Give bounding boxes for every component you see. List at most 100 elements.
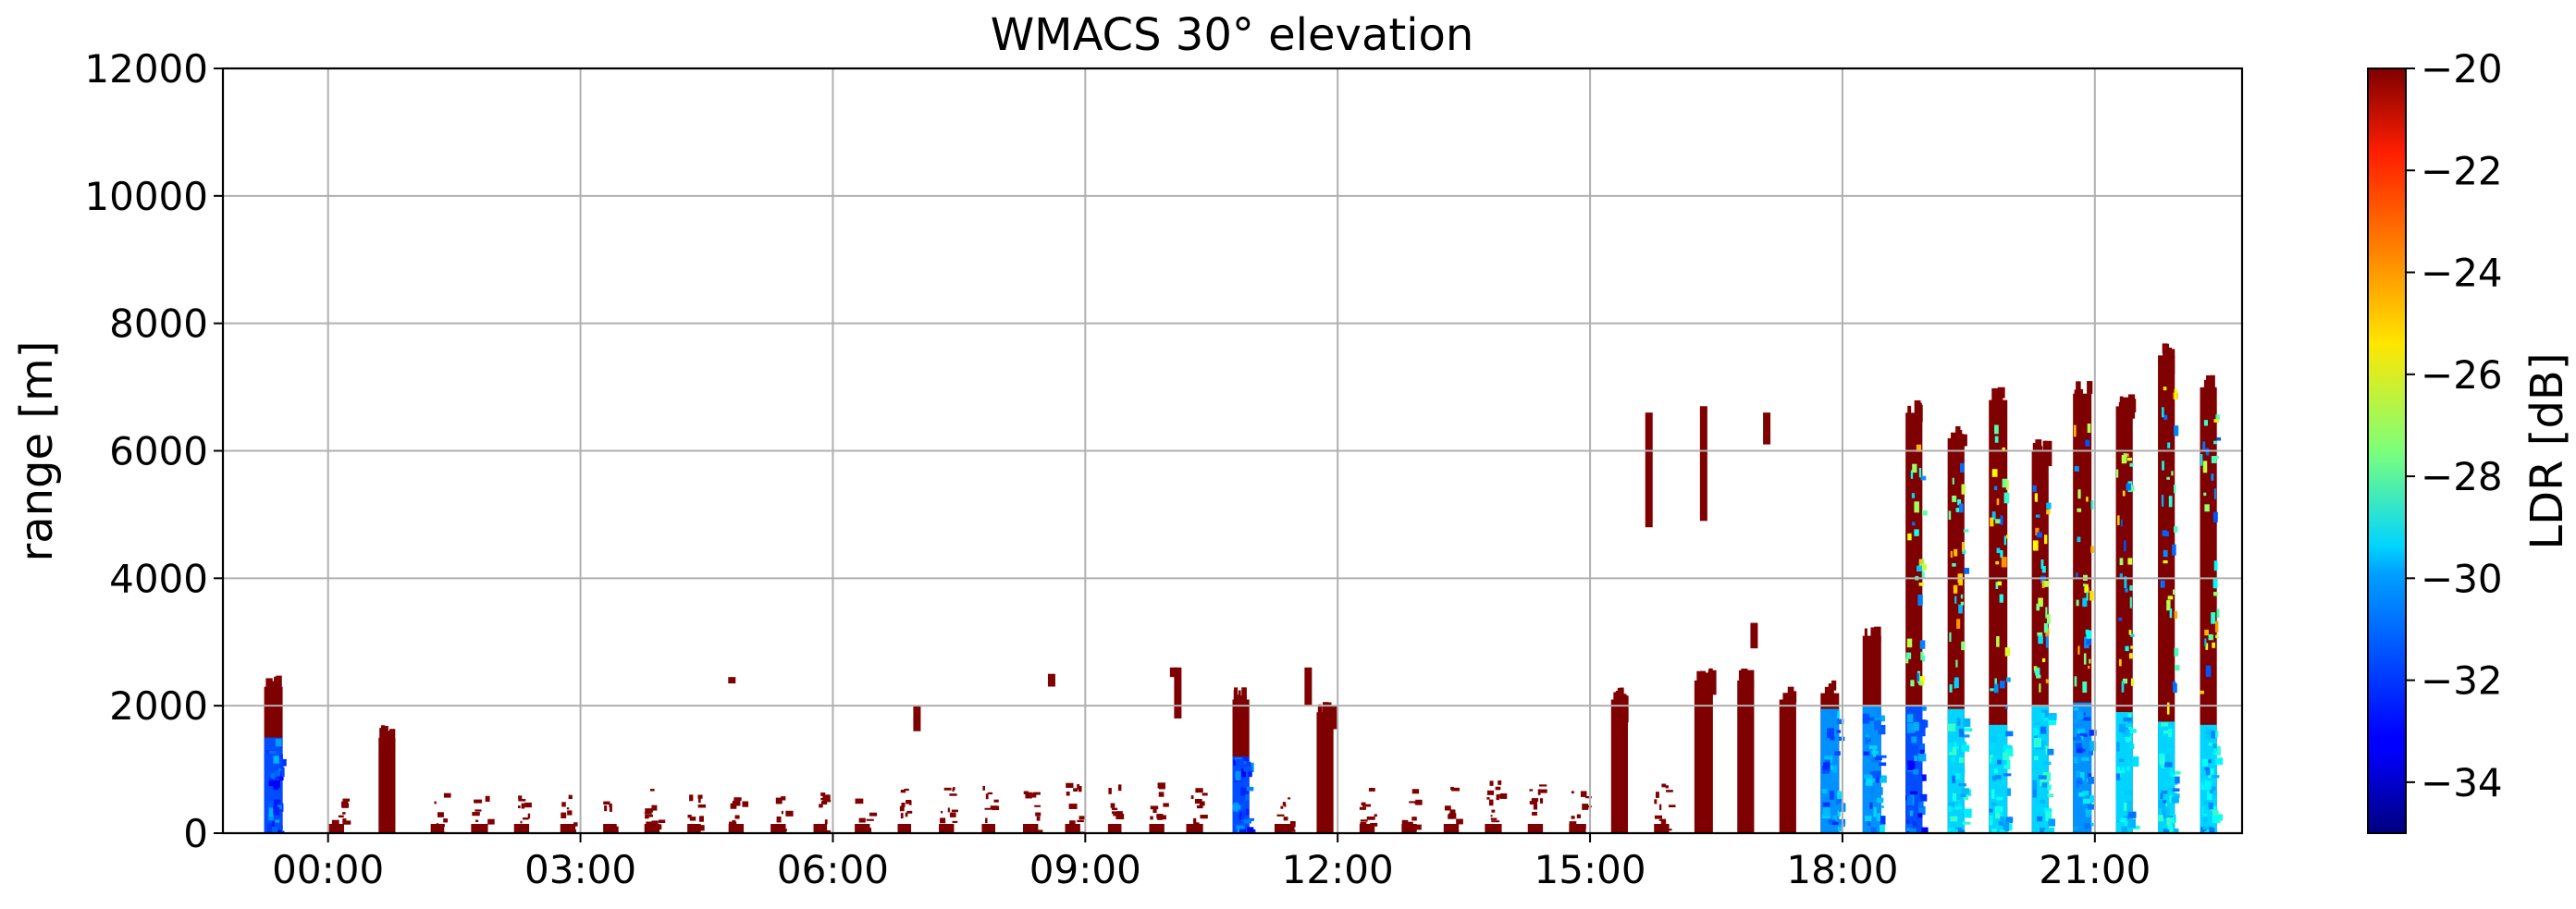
profile-speckle [1617, 687, 1623, 703]
low-ldr-speckle [2119, 723, 2126, 733]
low-ldr-speckle [2216, 814, 2224, 821]
mid-ldr-speckle [2120, 519, 2123, 527]
mid-ldr-speckle [2286, 654, 2292, 660]
profile-speckle [1113, 811, 1118, 817]
mid-ldr-speckle [2074, 424, 2077, 437]
mid-ldr-speckle [2163, 414, 2168, 421]
low-ldr-speckle [2254, 789, 2261, 794]
low-ldr-speckle [2040, 777, 2045, 787]
mid-ldr-speckle [2035, 667, 2040, 676]
mid-ldr-speckle [1917, 594, 1923, 606]
profile-speckle [520, 820, 523, 824]
mid-ldr-speckle [1995, 560, 2000, 565]
profile-speckle [1661, 783, 1667, 788]
low-ldr-speckle [2256, 831, 2263, 834]
profile-speckle [1499, 793, 1503, 799]
profile-speckle [1955, 433, 1960, 457]
profile-base [560, 824, 576, 833]
profile-speckle [651, 820, 659, 826]
low-ldr-speckle [2206, 759, 2212, 764]
mid-ldr-speckle [2213, 488, 2216, 499]
profile-speckle [1668, 805, 1676, 808]
profile-speckle [1289, 820, 1296, 828]
low-ldr-speckle [2325, 739, 2331, 743]
colorbar-tick-label: −22 [2421, 148, 2503, 193]
low-ldr-speckle [2251, 766, 2257, 776]
low-ldr-speckle [2082, 798, 2090, 805]
profile-44 [2158, 343, 2181, 833]
low-ldr-speckle [2169, 826, 2174, 833]
low-ldr-speckle [1821, 789, 1828, 794]
mid-ldr-speckle [2044, 580, 2050, 587]
low-ldr-speckle [2292, 772, 2298, 780]
profile-speckle [382, 726, 388, 746]
low-ldr-speckle [1913, 721, 1919, 731]
low-ldr-speckle [2341, 722, 2345, 728]
profile-speckle [1108, 787, 1112, 794]
low-ldr-speckle [1963, 718, 1971, 728]
profile-speckle [1288, 829, 1296, 832]
low-ldr-speckle [1832, 815, 1838, 822]
low-ldr-speckle [1991, 789, 1995, 800]
profile-speckle [1907, 405, 1912, 425]
profile-speckle [2293, 350, 2298, 375]
profile-speckle [604, 805, 608, 812]
low-ldr-speckle [1862, 713, 1870, 724]
profile-column [2284, 362, 2300, 833]
low-ldr-speckle [2123, 727, 2131, 731]
profile-speckle [1571, 791, 1574, 794]
profile-speckle [2327, 279, 2335, 305]
low-ldr-speckle [2203, 800, 2210, 807]
profile-37 [1862, 626, 1887, 833]
low-ldr-speckle [1240, 787, 1250, 796]
low-ldr-speckle [1950, 816, 1958, 822]
profile-speckle [651, 805, 658, 811]
mid-ldr-speckle [2037, 532, 2042, 538]
mid-ldr-speckle [1950, 550, 1954, 559]
low-ldr-speckle [1907, 760, 1916, 770]
low-ldr-speckle [1248, 770, 1252, 778]
low-ldr-speckle [2163, 762, 2173, 768]
mid-ldr-speckle [2202, 461, 2208, 473]
low-ldr-speckle [2033, 738, 2042, 748]
low-ldr-speckle [2340, 829, 2347, 833]
low-ldr-speckle [2079, 733, 2088, 737]
mid-ldr-speckle [2125, 645, 2129, 652]
x-tick-label: 03:00 [524, 847, 636, 892]
low-ldr-speckle [2048, 718, 2057, 725]
mid-ldr-speckle [2035, 514, 2040, 518]
low-ldr-speckle [1994, 775, 2002, 780]
profile-speckle [521, 803, 525, 809]
colorbar-tick-label: −32 [2421, 658, 2503, 704]
profile-speckle [2128, 399, 2137, 412]
profile-speckle [1035, 812, 1041, 817]
low-ldr-speckle [1880, 715, 1886, 722]
low-ldr-speckle [1880, 755, 1887, 758]
low-ldr-speckle [1998, 821, 2004, 826]
low-ldr-speckle [1875, 755, 1882, 761]
low-ldr-speckle [1910, 771, 1916, 775]
profile-speckle [1110, 803, 1115, 808]
mid-ldr-speckle [2216, 436, 2222, 441]
mid-ldr-speckle [2032, 540, 2039, 551]
profile-speckle [649, 789, 655, 792]
profile-speckle [1498, 780, 1502, 785]
low-ldr-speckle [2294, 801, 2299, 809]
profile-speckle [1486, 790, 1495, 795]
low-ldr-speckle [2294, 805, 2299, 813]
profile-speckle [1329, 706, 1337, 730]
low-ldr-speckle [2338, 745, 2342, 755]
low-ldr-speckle [2249, 795, 2251, 803]
profile-base [513, 824, 530, 833]
mid-ldr-speckle [2288, 513, 2293, 522]
low-ldr-speckle [2047, 793, 2054, 798]
low-ldr-speckle [1873, 806, 1877, 817]
low-ldr-speckle [1872, 770, 1881, 779]
low-ldr-speckle [1954, 742, 1959, 749]
low-ldr-speckle [2164, 754, 2170, 763]
profile-10 [728, 797, 749, 833]
low-ldr-layer [2325, 709, 2344, 833]
profile-speckle [985, 817, 988, 824]
low-ldr-speckle [2212, 790, 2217, 796]
low-ldr-speckle [1994, 805, 2003, 813]
